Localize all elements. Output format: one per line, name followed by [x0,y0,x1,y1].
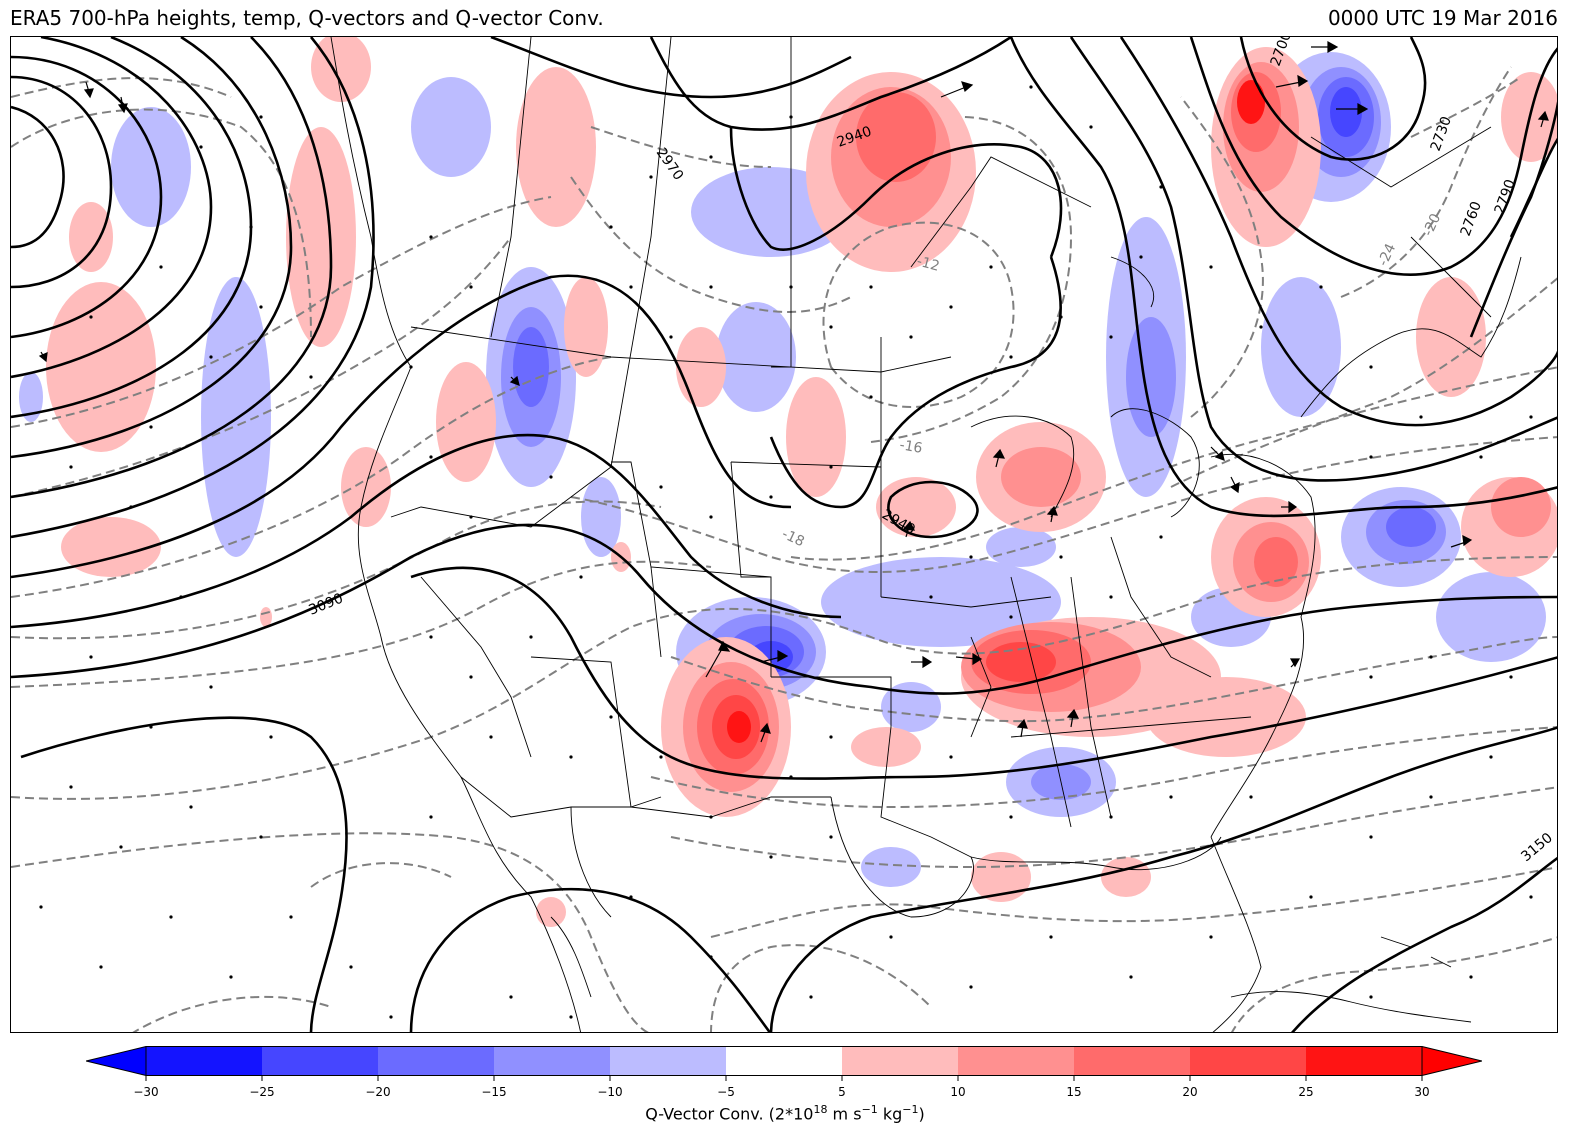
colorbar-tick-label: 30 [1414,1085,1429,1099]
colorbar-segment [958,1046,1075,1076]
height-label-2970: 2970 [653,145,687,183]
colorbar-segment [842,1046,959,1076]
qvector-arrows [38,40,1549,743]
height-label-2730: 2730 [1428,114,1455,153]
map-canvas: 2970 2940 2940 3090 2730 2760 2790 3150 … [11,37,1557,1032]
colorbar-extend-max [1421,1046,1482,1076]
colorbar-tick-label: −30 [133,1085,158,1099]
qvector-shading [19,37,1557,927]
colorbar-tick-label: 10 [950,1085,965,1099]
colorbar-segment [146,1046,263,1076]
valid-time-label: 0000 UTC 19 Mar 2016 [1327,6,1558,30]
temp-label-minus16: -16 [898,437,923,457]
colorbar-tick-label: 5 [838,1085,846,1099]
temp-label-minus12: -12 [915,253,941,274]
temp-label-minus18: -18 [779,526,806,550]
colorbar-label: Q-Vector Conv. (2*1018 m s−1 kg−1) [645,1103,925,1124]
height-label-3090: 3090 [307,591,346,619]
temp-label-minus20: -20 [1420,211,1444,238]
height-label-3150: 3150 [1518,830,1556,865]
colorbar-tick-label: −20 [365,1085,390,1099]
colorbar-tick-label: 15 [1066,1085,1081,1099]
colorbar-tick-label: −10 [597,1085,622,1099]
map-panel: 2970 2940 2940 3090 2730 2760 2790 3150 … [10,36,1558,1033]
colorbar-tick-label: 20 [1182,1085,1197,1099]
height-label-2760: 2760 [1458,199,1485,238]
colorbar-tick-label: −5 [717,1085,735,1099]
colorbar-extend-min [86,1046,147,1076]
colorbar-tick-label: 25 [1298,1085,1313,1099]
colorbar-tick-label: −25 [249,1085,274,1099]
colorbar-segment [1306,1046,1423,1076]
colorbar-segment [262,1046,379,1076]
colorbar-segment [726,1046,843,1076]
colorbar-segment [610,1046,727,1076]
colorbar-tick-label: −15 [481,1085,506,1099]
height-contours [11,37,1557,1032]
height-label-2790: 2790 [1492,177,1519,216]
colorbar-segment [494,1046,611,1076]
colorbar-ticks: −30 −25 −20 −15 −10 −5 5 10 15 20 25 30 [133,1076,1430,1099]
colorbar-segment [378,1046,495,1076]
small-vector-dots [39,85,1533,1019]
colorbar-segment [1074,1046,1191,1076]
colorbar [86,1046,1482,1076]
chart-title: ERA5 700-hPa heights, temp, Q-vectors an… [10,6,604,30]
colorbar-outline [145,1046,1423,1076]
political-boundaries [330,37,1522,1032]
colorbar-segment [1190,1046,1307,1076]
colorbar-segments [86,1046,1482,1076]
